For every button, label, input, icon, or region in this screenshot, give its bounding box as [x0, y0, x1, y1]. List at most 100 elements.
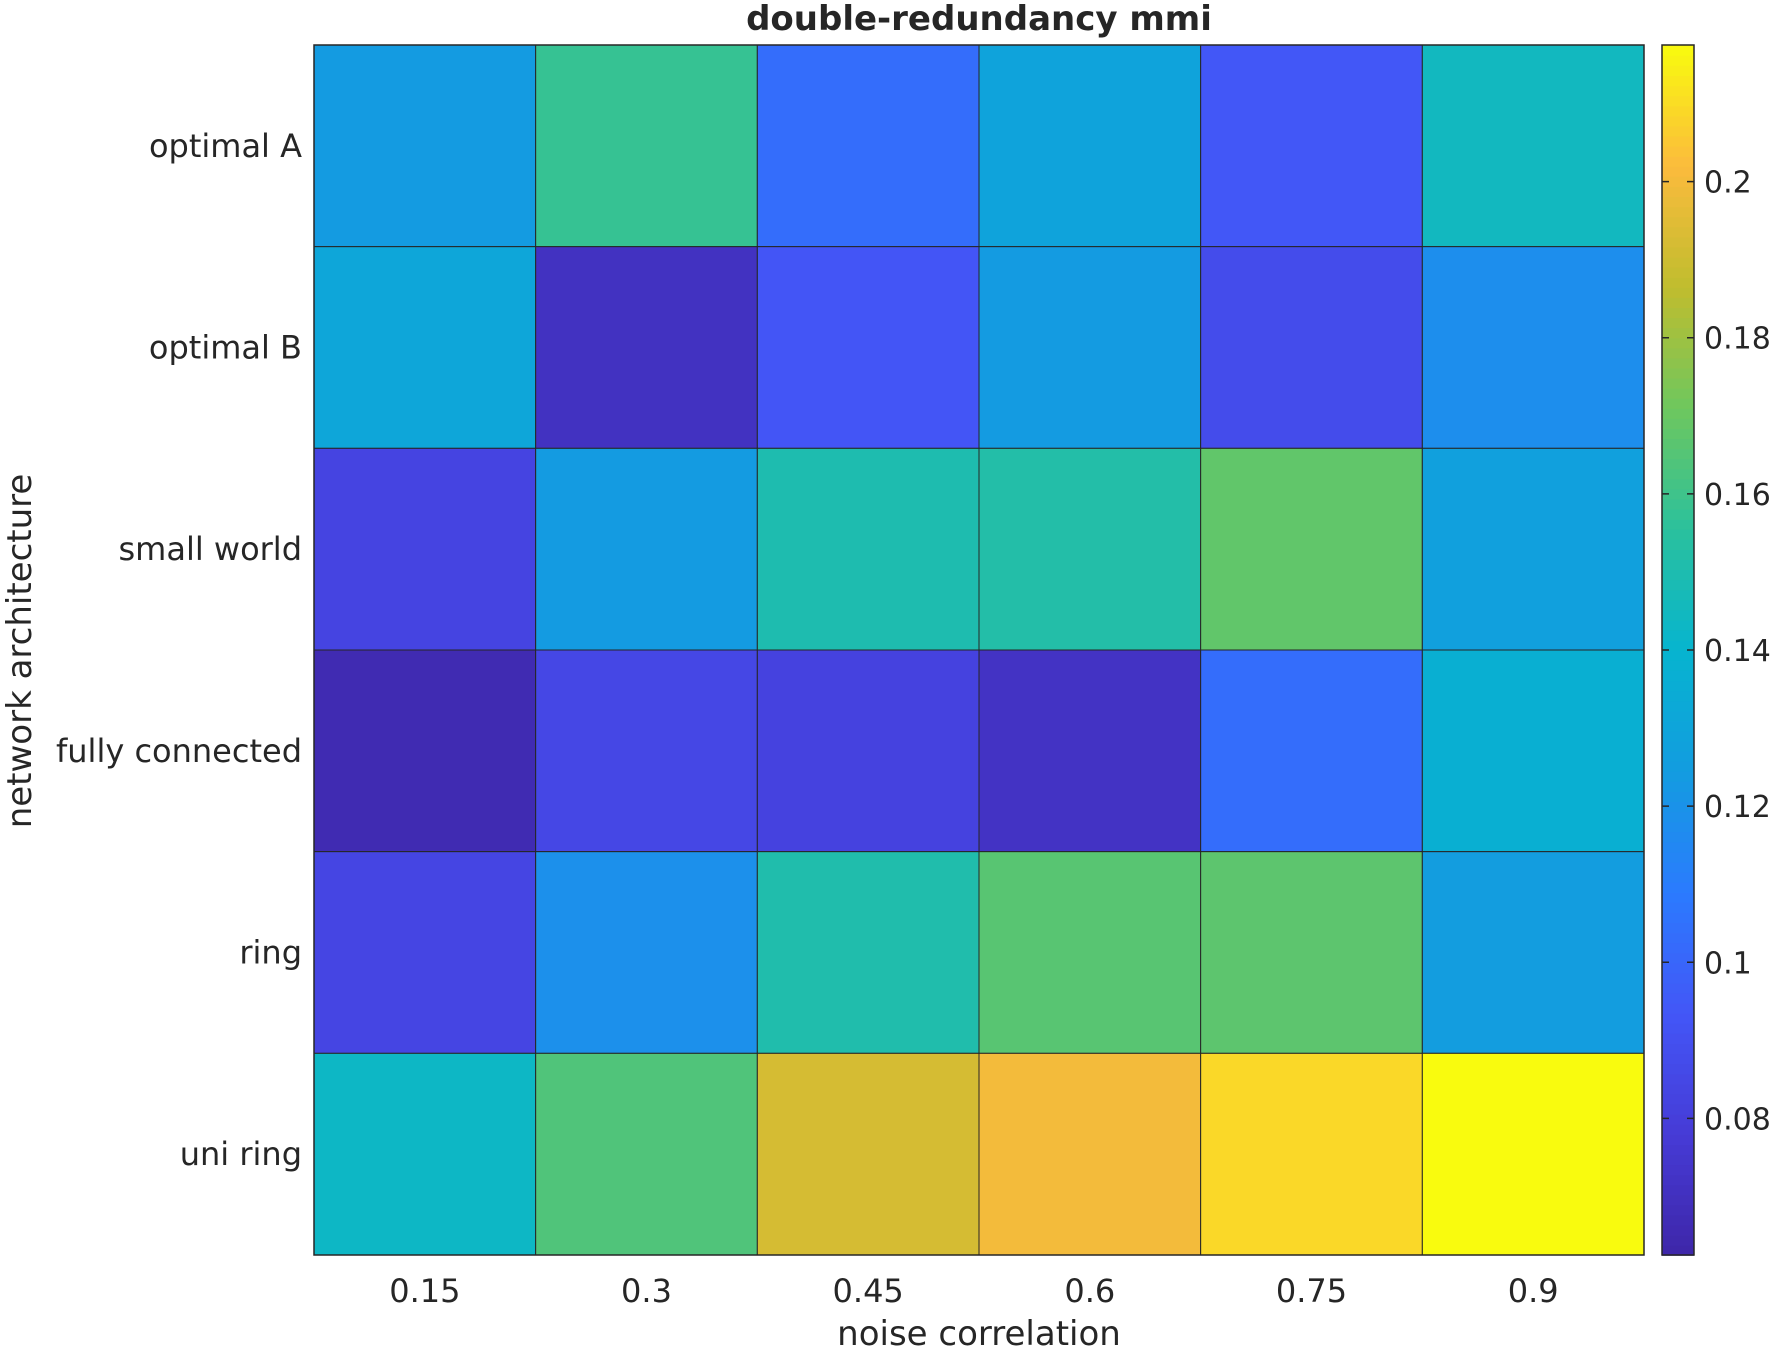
colorbar-segment [1662, 710, 1694, 722]
colorbar-segment [1662, 176, 1694, 187]
y-tick-label: optimal A [149, 127, 302, 165]
heatmap-cell [978, 44, 1202, 248]
colorbar-segment [1662, 982, 1694, 994]
colorbar-segment [1662, 45, 1694, 56]
colorbar-segment [1662, 942, 1694, 954]
colorbar-segment [1662, 377, 1694, 389]
colorbar-segment [1662, 357, 1694, 369]
heatmap-cell [1200, 447, 1423, 651]
colorbar-segment [1662, 690, 1694, 702]
colorbar-segment [1662, 246, 1694, 258]
colorbar-segment [1662, 609, 1694, 621]
heatmap-cell [756, 44, 980, 248]
colorbar-segment [1662, 297, 1694, 308]
colorbar-tick-label: 0.12 [1704, 790, 1771, 825]
colorbar-segment [1662, 1144, 1694, 1155]
heatmap-cell [756, 1052, 980, 1256]
heatmap-cell [313, 447, 537, 651]
colorbar-segment [1662, 498, 1694, 510]
colorbar-segment [1662, 589, 1694, 601]
colorbar-segment [1662, 226, 1694, 238]
colorbar-segment [1662, 478, 1694, 490]
colorbar-segment [1662, 660, 1694, 671]
colorbar-segment [1662, 1174, 1694, 1186]
colorbar-segment [1662, 95, 1694, 107]
colorbar-tick-label: 0.14 [1704, 634, 1771, 669]
heatmap-cell [978, 649, 1202, 853]
x-tick-label: 0.3 [621, 1272, 672, 1310]
heatmap-cell [1200, 851, 1423, 1054]
colorbar-segment [1662, 236, 1694, 248]
heatmap-cell [535, 447, 758, 651]
colorbar-segment [1662, 730, 1694, 742]
colorbar-segment [1662, 1164, 1694, 1176]
colorbar-segment [1662, 1013, 1694, 1024]
colorbar-segment [1662, 186, 1694, 198]
heatmap-cell [535, 851, 758, 1054]
colorbar-segment [1662, 821, 1694, 833]
colorbar-segment [1662, 307, 1694, 319]
x-tick-label: 0.6 [1064, 1272, 1115, 1310]
colorbar-segment [1662, 448, 1694, 460]
colorbar-segment [1662, 579, 1694, 591]
colorbar-segment [1662, 670, 1694, 682]
heatmap-cell [313, 1052, 537, 1256]
heatmap-cell [1200, 1052, 1423, 1256]
colorbar-segment [1662, 196, 1694, 208]
colorbar-segment [1662, 418, 1694, 429]
colorbar-segment [1662, 276, 1694, 288]
colorbar-segment [1662, 629, 1694, 641]
x-tick-label: 0.45 [833, 1272, 904, 1310]
heatmap-cell [1421, 851, 1645, 1054]
colorbar-segment [1662, 569, 1694, 581]
colorbar-segment [1662, 922, 1694, 934]
colorbar-segment [1662, 287, 1694, 298]
colorbar-segment [1662, 539, 1694, 550]
heatmap-cell [1421, 246, 1645, 449]
colorbar-segment [1662, 972, 1694, 984]
colorbar-segment [1662, 1134, 1694, 1145]
colorbar-segment [1662, 1063, 1694, 1075]
heatmap-cell [535, 246, 758, 449]
colorbar-segment [1662, 962, 1694, 974]
colorbar-segment [1662, 1093, 1694, 1105]
y-axis-tick-labels: optimal A optimal B small world fully conne… [56, 127, 302, 1173]
colorbar-segment [1662, 549, 1694, 561]
colorbar-segment [1662, 115, 1694, 127]
colorbar-segment [1662, 1073, 1694, 1085]
x-tick-label: 0.9 [1508, 1272, 1559, 1310]
heatmap-cell [313, 851, 537, 1054]
colorbar-segment [1662, 1002, 1694, 1014]
colorbar-segment [1662, 1033, 1694, 1045]
heatmap-cell [756, 851, 980, 1054]
heatmap-cell [1421, 649, 1645, 853]
colorbar-segment [1662, 1234, 1694, 1246]
y-tick-label: optimal B [149, 329, 302, 367]
heatmap-cell [313, 246, 537, 449]
colorbar-segment [1662, 932, 1694, 944]
colorbar-segment [1662, 1184, 1694, 1196]
colorbar-segment [1662, 508, 1694, 520]
colorbar-segment [1662, 750, 1694, 762]
y-tick-label: small world [118, 530, 302, 568]
y-tick-label: ring [239, 934, 302, 972]
heatmap-cell [978, 1052, 1202, 1256]
heatmap-cell [978, 447, 1202, 651]
colorbar-segment [1662, 720, 1694, 732]
colorbar-segment [1662, 458, 1694, 470]
colorbar-tick-label: 0.16 [1704, 478, 1771, 513]
y-tick-label: fully connected [56, 732, 302, 770]
colorbar-segment [1662, 902, 1694, 913]
colorbar-segment [1662, 1053, 1694, 1065]
colorbar-segment [1662, 337, 1694, 349]
colorbar-segment [1662, 1214, 1694, 1226]
colorbar-segment [1662, 75, 1694, 87]
colorbar-segment [1662, 650, 1694, 661]
colorbar-tick-label: 0.18 [1704, 322, 1771, 357]
colorbar-segment [1662, 327, 1694, 339]
x-tick-label: 0.75 [1276, 1272, 1347, 1310]
colorbar-segment [1662, 892, 1694, 903]
y-tick-label: uni ring [180, 1135, 302, 1173]
heatmap-cell [1421, 447, 1645, 651]
